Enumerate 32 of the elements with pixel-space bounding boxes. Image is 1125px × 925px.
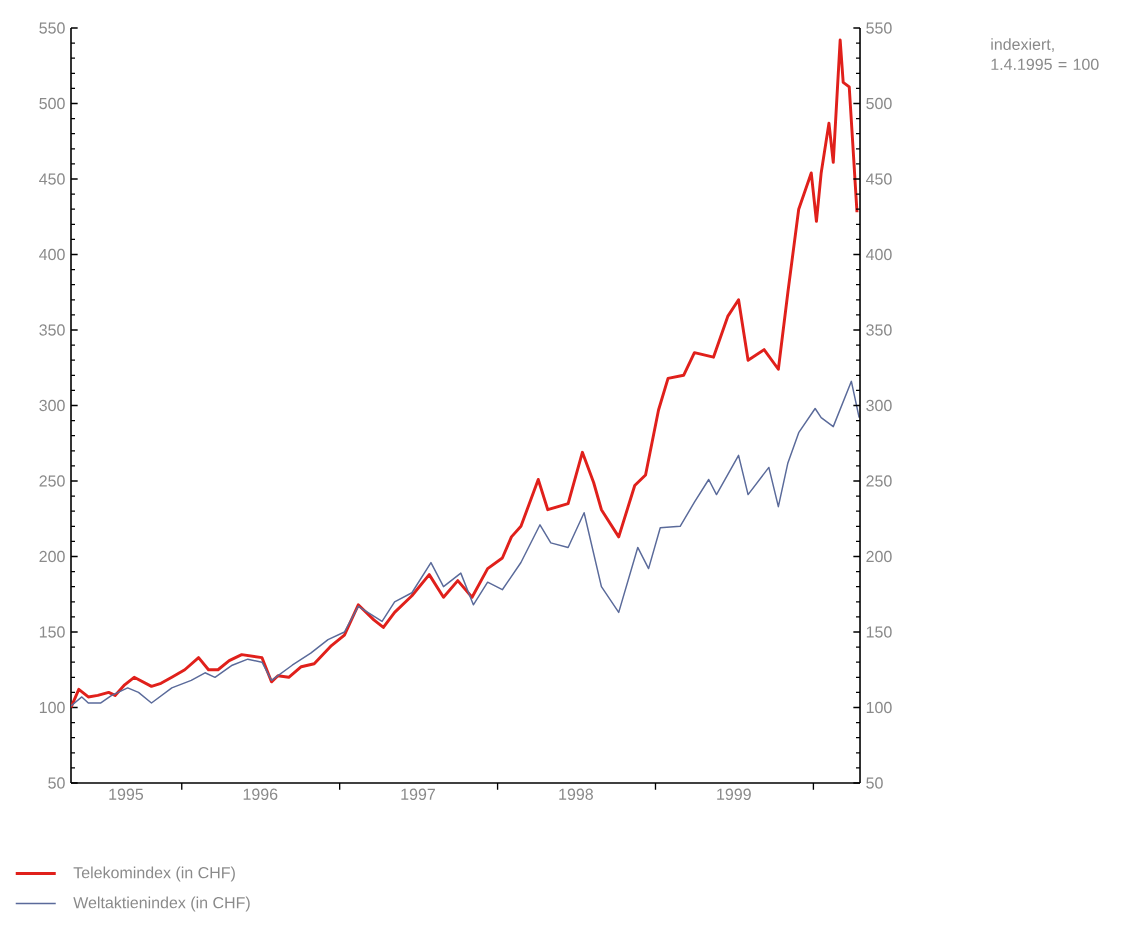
x-tick-label: 1995 [109,788,144,800]
y2-tick-label: 150 [866,626,892,638]
y2-tick-label: 500 [866,97,892,110]
y-tick-label: 300 [39,399,65,412]
line-series [71,380,860,707]
y2-tick-label: 300 [866,399,892,412]
y2-tick-label: 350 [866,324,892,336]
legend-label: Telekomindex (in CHF) [73,866,235,882]
y-tick-label: 50 [48,777,65,789]
text: indexiert, 1.4.1995 = 100 [991,38,1099,70]
x-tick-label: 1998 [559,788,593,800]
y-tick-label: 500 [39,97,65,110]
y2-tick-label: 50 [866,777,883,789]
y2-tick-label: 200 [866,550,892,563]
y2-tick-label: 550 [866,22,892,34]
y-tick-label: 400 [39,248,65,261]
y2-tick-label: 250 [866,475,892,487]
legend-label: Weltaktienindex (in CHF) [73,896,250,912]
x-tick-label: 1996 [243,788,278,800]
y-tick-label: 100 [39,701,65,714]
y-tick-label: 200 [39,550,65,563]
y2-tick-label: 400 [865,248,892,261]
y-tick-label: 550 [39,22,65,34]
x-tick-label: 1997 [401,788,435,800]
y2-tick-label: 100 [866,701,892,714]
y-tick-label: 350 [39,324,65,336]
y-tick-label: 150 [39,626,65,638]
y-tick-label: 450 [39,173,65,185]
y-tick-label: 250 [39,475,65,487]
line-series [71,38,859,709]
x-tick-label: 1999 [717,788,751,800]
y2-tick-label: 450 [865,173,892,185]
